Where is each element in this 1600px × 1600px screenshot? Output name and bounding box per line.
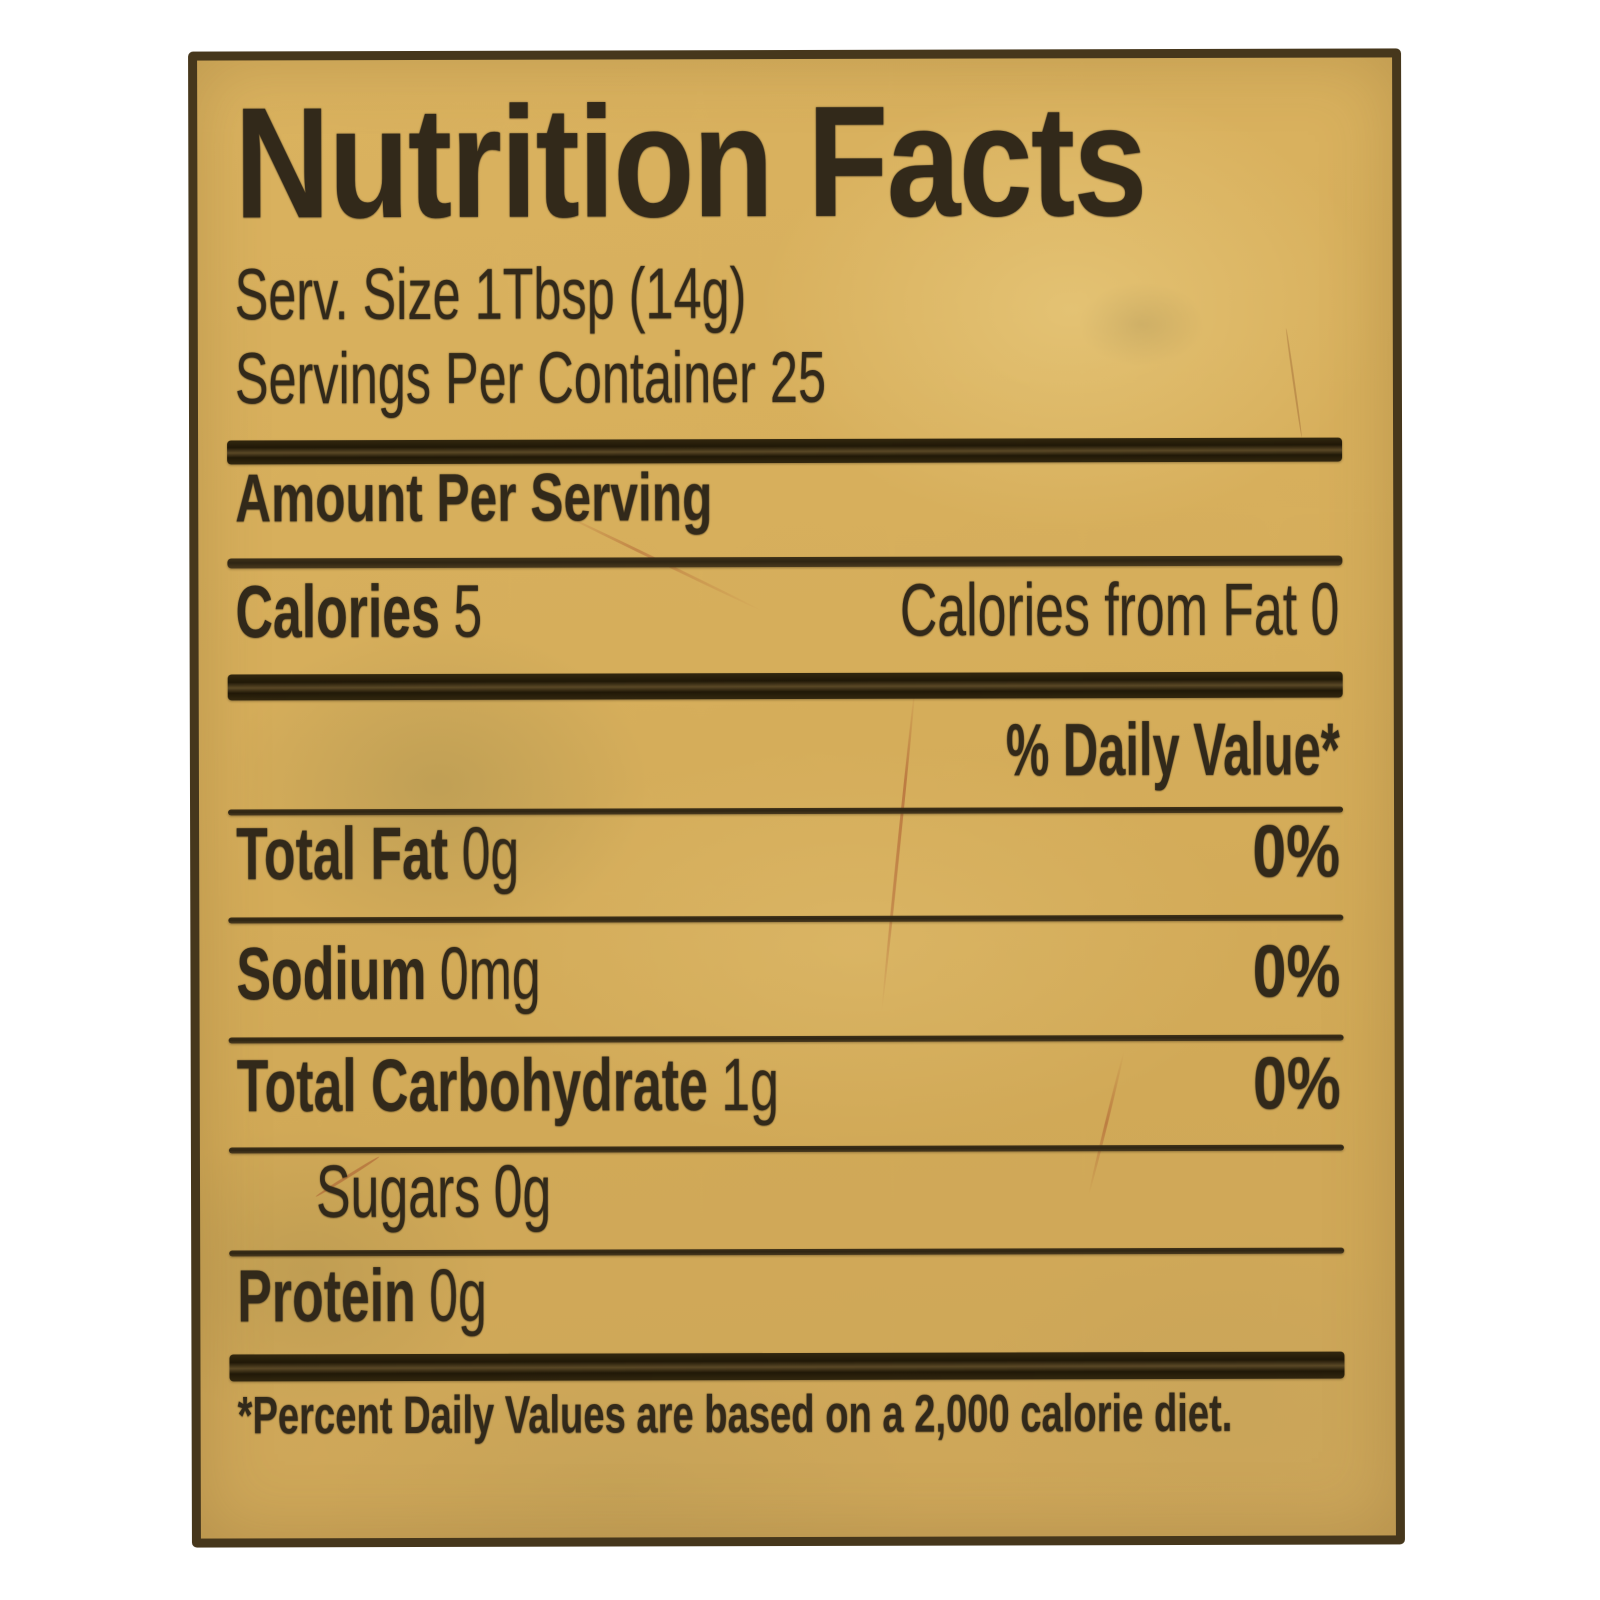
footnote: *Percent Daily Values are based on a 2,0… (237, 1383, 1233, 1446)
calories-from-fat: Calories from Fat 0 (899, 567, 1340, 652)
divider-3 (228, 1034, 1344, 1044)
nutrient-row-protein: Protein 0g (237, 1253, 487, 1338)
divider-calories-thick (227, 671, 1343, 701)
label-content: Nutrition Facts Serv. Size 1Tbsp (14g) S… (227, 58, 1345, 1539)
daily-value-header: % Daily Value* (1005, 707, 1340, 792)
nutrient-row-total-fat: Total Fat 0g 0% (236, 809, 1341, 896)
nutrient-row-sodium: Sodium 0mg 0% (236, 929, 1341, 1016)
daily-value: 0% (1252, 929, 1341, 1013)
amount-per-serving-header: Amount Per Serving (235, 459, 713, 537)
calories-row: Calories 5 Calories from Fat 0 (235, 567, 1340, 668)
divider-footer-thick (229, 1351, 1345, 1382)
daily-value: 0% (1252, 1041, 1341, 1125)
divider-2 (228, 914, 1344, 924)
daily-value: 0% (1252, 809, 1341, 893)
divider-amount (227, 555, 1343, 569)
label-title: Nutrition Facts (234, 73, 1146, 252)
nutrient-row-sugars: Sugars 0g (315, 1149, 552, 1234)
nutrition-facts-label: Nutrition Facts Serv. Size 1Tbsp (14g) S… (188, 48, 1405, 1548)
nutrient-row-total-carbohydrate: Total Carbohydrate 1g 0% (236, 1041, 1341, 1128)
serving-size: Serv. Size 1Tbsp (14g) (234, 254, 747, 336)
servings-per-container: Servings Per Container 25 (234, 337, 827, 420)
calories: Calories 5 (235, 569, 483, 654)
